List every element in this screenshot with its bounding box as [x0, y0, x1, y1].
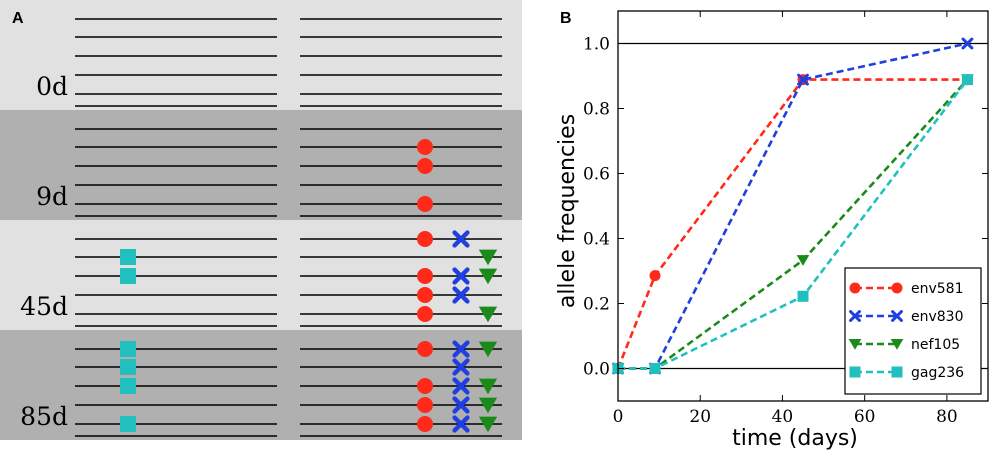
plot-area: 0.0 0.2 0.4 0.6 0.8 1.0 0 20 40 60 80 env581 env830 n… — [583, 10, 989, 427]
x-tick-label: 20 — [689, 407, 711, 427]
mutation-env581 — [417, 397, 433, 413]
timepoint-label: 9d — [36, 182, 68, 211]
legend-label: env581 — [911, 281, 964, 297]
mutation-env581 — [417, 268, 433, 284]
series-line-env581 — [616, 78, 968, 369]
y-tick-label: 0.2 — [583, 295, 610, 315]
y-tick-label: 0.4 — [583, 230, 610, 250]
legend-marker — [849, 282, 861, 294]
band-85d: 85d — [0, 330, 522, 440]
band-45d: 45d — [0, 220, 522, 330]
mutation-env581 — [417, 231, 433, 247]
legend-entry-gag236: gag236 — [849, 365, 964, 381]
legend-label: env830 — [911, 309, 964, 325]
point-gag236 — [649, 363, 661, 374]
mutation-env581 — [417, 139, 433, 155]
mutation-env830 — [452, 377, 470, 395]
x-tick-label: 0 — [613, 407, 624, 427]
mutation-env830 — [452, 267, 470, 285]
mutation-nef105 — [478, 306, 498, 323]
mutation-nef105 — [478, 249, 498, 266]
timepoint-bands: 0d 9d 45d 85d — [0, 0, 522, 440]
band-9d: 9d — [0, 110, 522, 220]
legend-entry-env830: env830 — [849, 309, 964, 325]
legend-marker — [849, 366, 861, 378]
mutation-env581 — [417, 378, 433, 394]
mutation-nef105 — [478, 397, 498, 414]
y-axis-label: allele frequencies — [555, 114, 580, 308]
mutation-env581 — [417, 416, 433, 432]
plot-frame — [617, 10, 989, 402]
mutation-env581 — [417, 306, 433, 322]
mutation-nef105 — [478, 341, 498, 358]
mutation-gag236 — [120, 341, 136, 357]
mutation-env830 — [452, 415, 470, 433]
mutation-env830 — [452, 230, 470, 248]
legend-marker — [890, 338, 904, 350]
x-axis-label: time (days) — [732, 426, 858, 451]
legend-marker — [891, 366, 903, 378]
legend-marker — [849, 310, 861, 322]
x-tick-label: 40 — [772, 407, 794, 427]
point-gag236 — [961, 74, 973, 86]
panel-b-letter: B — [560, 10, 572, 27]
series-line-env830 — [618, 42, 968, 370]
mutation-env581 — [417, 287, 433, 303]
mutation-env830 — [452, 358, 470, 376]
y-tick-label: 0.0 — [583, 360, 610, 380]
mutation-env830 — [452, 286, 470, 304]
x-tick-label: 60 — [854, 407, 876, 427]
mutation-gag236 — [120, 416, 136, 432]
point-env830 — [797, 73, 809, 86]
mutation-gag236 — [120, 378, 136, 394]
legend-entry-nef105: nef105 — [848, 337, 960, 353]
mutation-gag236 — [120, 268, 136, 284]
y-tick-label: 1.0 — [583, 35, 610, 55]
mutation-env581 — [417, 158, 433, 174]
y-tick-label: 0.8 — [583, 100, 610, 120]
mutation-env581 — [417, 341, 433, 357]
legend-label: gag236 — [911, 365, 964, 381]
mutation-nef105 — [478, 416, 498, 433]
point-env830 — [961, 37, 974, 50]
y-tick-label: 0.6 — [583, 165, 610, 185]
legend-marker — [891, 282, 903, 294]
legend-label: nef105 — [911, 337, 960, 353]
mutation-env581 — [417, 196, 433, 212]
mutation-env830 — [452, 396, 470, 414]
panel-a-genealogy: 0d 9d 45d 85d A — [0, 0, 522, 440]
series-line-nef105 — [618, 78, 969, 370]
mutation-nef105 — [478, 268, 498, 285]
legend-entry-env581: env581 — [849, 281, 964, 297]
timepoint-label: 45d — [20, 292, 68, 321]
timepoint-label: 85d — [20, 402, 68, 431]
legend-marker — [848, 338, 862, 350]
point-env581 — [649, 270, 661, 282]
point-nef105 — [796, 255, 810, 266]
mutation-nef105 — [478, 378, 498, 395]
legend-marker — [891, 310, 903, 322]
mutation-gag236 — [120, 359, 136, 375]
timepoint-label: 0d — [36, 72, 68, 101]
point-gag236 — [797, 290, 809, 302]
mutation-env830 — [452, 340, 470, 358]
band-0d: 0d — [0, 0, 522, 110]
panel-b-chart: B 0.0 0.2 0.4 0.6 0.8 1.0 0 20 40 60 80 env581 env83… — [555, 10, 989, 451]
legend: env581 env830 nef105 gag236 — [844, 267, 982, 395]
x-tick-label: 80 — [936, 407, 958, 427]
mutation-gag236 — [120, 249, 136, 265]
panel-a-letter: A — [12, 10, 24, 27]
